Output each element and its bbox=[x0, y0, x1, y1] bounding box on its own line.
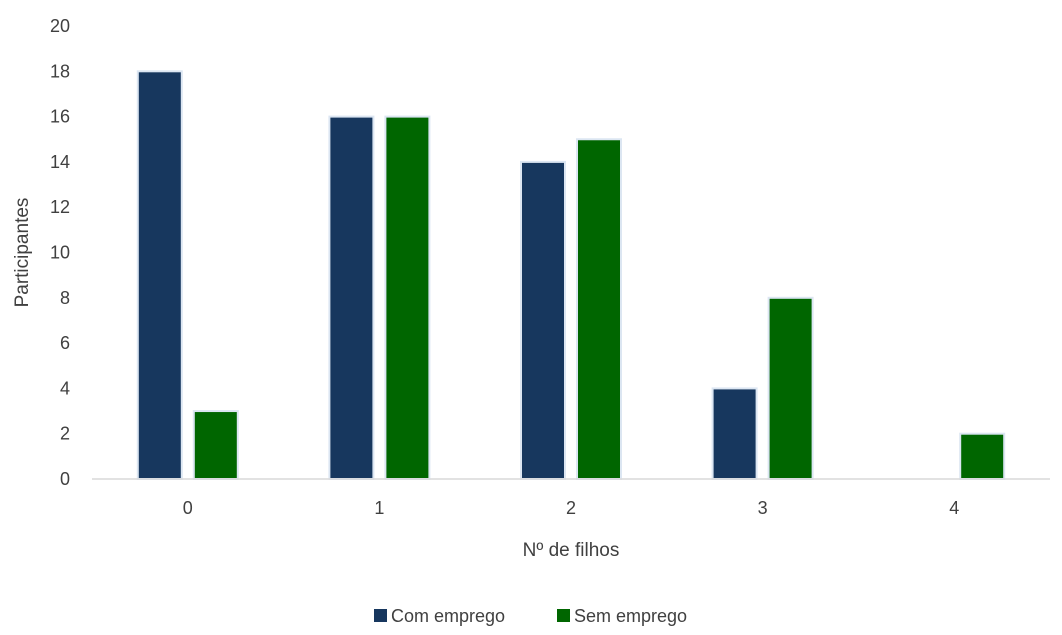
x-tick-label: 2 bbox=[566, 498, 576, 518]
y-tick-label: 6 bbox=[60, 333, 70, 353]
legend-swatch bbox=[557, 609, 570, 622]
y-tick-label: 12 bbox=[50, 197, 70, 217]
y-tick-label: 4 bbox=[60, 378, 70, 398]
bar-com-emprego-0 bbox=[136, 70, 183, 481]
legend-label: Sem emprego bbox=[574, 606, 687, 626]
y-axis-ticks: 0 2 4 6 8 10 12 14 16 18 20 bbox=[50, 16, 70, 489]
legend-swatch bbox=[374, 609, 387, 622]
y-tick-label: 0 bbox=[60, 469, 70, 489]
bar-sem-emprego-4 bbox=[959, 432, 1006, 481]
x-tick-label: 0 bbox=[183, 498, 193, 518]
x-tick-label: 1 bbox=[374, 498, 384, 518]
y-tick-label: 10 bbox=[50, 243, 70, 263]
bar-sem-emprego-2 bbox=[576, 138, 622, 480]
bar-sem-emprego-3 bbox=[767, 296, 814, 480]
legend-label: Com emprego bbox=[391, 606, 505, 626]
bar-com-emprego-3 bbox=[711, 387, 758, 480]
x-axis-ticks: 0 1 2 3 4 bbox=[183, 498, 959, 518]
y-tick-label: 2 bbox=[60, 424, 70, 444]
bar-com-emprego-2 bbox=[520, 160, 566, 480]
y-axis-title: Participantes bbox=[12, 198, 33, 308]
bar-com-emprego-1 bbox=[328, 115, 375, 480]
legend: Com emprego Sem emprego bbox=[374, 606, 687, 626]
x-tick-label: 3 bbox=[758, 498, 768, 518]
y-tick-label: 8 bbox=[60, 288, 70, 308]
bars-group bbox=[136, 70, 1006, 481]
x-axis-title: Nº de filhos bbox=[523, 540, 620, 561]
y-tick-label: 16 bbox=[50, 107, 70, 127]
y-tick-label: 20 bbox=[50, 16, 70, 36]
y-tick-label: 18 bbox=[50, 61, 70, 81]
bar-sem-emprego-1 bbox=[384, 115, 431, 480]
x-tick-label: 4 bbox=[949, 498, 959, 518]
bar-sem-emprego-0 bbox=[192, 410, 239, 480]
y-tick-label: 14 bbox=[50, 152, 70, 172]
